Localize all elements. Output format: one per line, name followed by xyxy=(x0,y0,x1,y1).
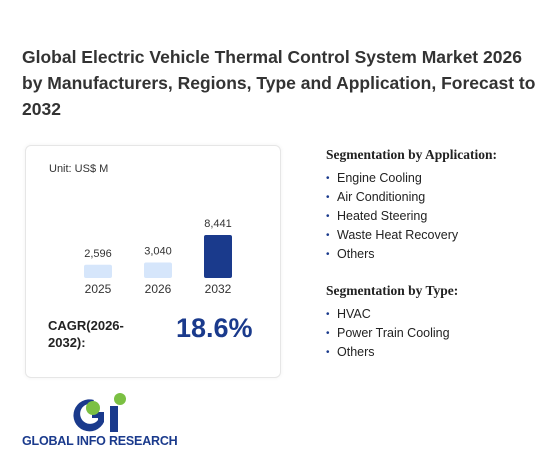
segment-heading: Segmentation by Application: xyxy=(326,147,498,162)
logo-graphic xyxy=(73,393,126,432)
segment-item: Others xyxy=(326,245,556,264)
cagr-value: 18.6% xyxy=(176,313,253,343)
market-card: Unit: US$ M 2,596 2025 3,040 2026 8,441 2032 … xyxy=(25,145,281,378)
segment-item: Others xyxy=(326,343,556,362)
year-label: 2026 xyxy=(145,282,172,296)
application-segment: Segmentation by Application: Engine Cool… xyxy=(326,147,556,264)
title: Global Electric Vehicle Thermal Control … xyxy=(22,47,536,119)
value-label: 8,441 xyxy=(204,218,232,230)
logo-text: GLOBAL INFO RESEARCH xyxy=(22,434,178,448)
type-segment: Segmentation by Type: HVACPower Train Co… xyxy=(326,283,556,362)
unit: Unit: US$ M xyxy=(49,163,109,175)
value-label: 3,040 xyxy=(144,246,172,258)
segment-list: Engine CoolingAir ConditioningHeated Ste… xyxy=(326,169,556,264)
cagr-label: CAGR(2026-2032): xyxy=(48,318,124,350)
bar-chart: 2,596 2025 3,040 2026 8,441 2032 xyxy=(84,218,232,296)
segment-item: Air Conditioning xyxy=(326,188,556,207)
year-label: 2032 xyxy=(205,282,232,296)
segment-list: HVACPower Train CoolingOthers xyxy=(326,305,556,362)
bar xyxy=(144,262,172,278)
bar xyxy=(84,264,112,278)
segment-item: Power Train Cooling xyxy=(326,324,556,343)
segment-item: Engine Cooling xyxy=(326,169,556,188)
segment-item: HVAC xyxy=(326,305,556,324)
year-label: 2025 xyxy=(85,282,112,296)
bar xyxy=(204,235,232,278)
value-label: 2,596 xyxy=(84,248,112,260)
segment-item: Waste Heat Recovery xyxy=(326,226,556,245)
segment-item: Heated Steering xyxy=(326,207,556,226)
segment-heading: Segmentation by Type: xyxy=(326,283,459,298)
